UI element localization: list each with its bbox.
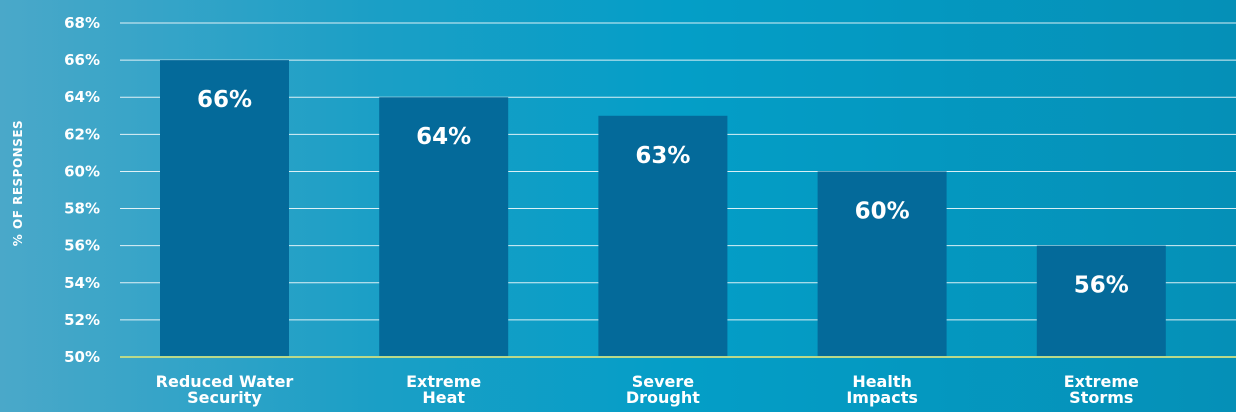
data-label-4: 56% [1074,273,1129,299]
y-tick-label-54: 54% [64,274,100,292]
bars [160,60,1166,358]
x-tick-label-1: Extreme Heat [406,372,481,407]
y-tick-label-64: 64% [64,88,100,106]
x-tick-label-0: Reduced Water Security [156,372,294,407]
x-tick-label-line: Extreme [406,372,481,391]
bar-1 [379,97,509,357]
data-label-3: 60% [855,198,910,224]
y-tick-label-62: 62% [64,125,100,143]
x-tick-label-line: Drought [626,388,700,407]
x-tick-label-line: Impacts [846,388,918,407]
x-tick-label-4: Extreme Storms [1064,372,1139,407]
data-labels: 66% 64% 63% 60% 56% [197,87,1129,299]
x-tick-label-line: Reduced Water [156,372,294,391]
x-tick-label-3: Health Impacts [846,372,918,407]
y-axis-ticks: 50% 52% 54% 56% 58% 60% 62% 64% 66% 68% [64,14,100,366]
y-tick-label-68: 68% [64,14,100,32]
x-tick-label-line: Health [852,372,912,391]
y-axis-label: % OF RESPONSES [11,120,25,246]
y-tick-label-52: 52% [64,311,100,329]
x-tick-label-line: Extreme [1064,372,1139,391]
x-tick-label-line: Heat [422,388,465,407]
data-label-2: 63% [635,143,690,169]
x-tick-label-line: Storms [1069,388,1133,407]
data-label-0: 66% [197,87,252,113]
x-tick-label-line: Severe [632,372,695,391]
y-tick-label-56: 56% [64,237,100,255]
data-label-1: 64% [416,124,471,150]
bar-0 [160,60,289,357]
x-tick-label-line: Security [187,388,262,407]
y-tick-label-50: 50% [64,348,100,366]
bar-2 [598,115,728,358]
y-tick-label-60: 60% [64,162,100,180]
bar-3 [817,171,947,357]
y-tick-label-58: 58% [64,200,100,218]
x-tick-label-2: Severe Drought [626,372,700,407]
bar-4 [1036,245,1166,357]
y-tick-label-66: 66% [64,51,100,69]
